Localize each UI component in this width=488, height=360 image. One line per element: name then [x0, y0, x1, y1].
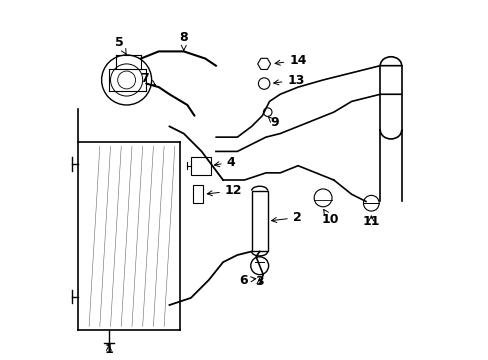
Bar	[251, 191, 267, 251]
Text: 13: 13	[273, 73, 304, 86]
Text: 11: 11	[362, 215, 379, 228]
Text: 6: 6	[239, 274, 255, 287]
Text: 4: 4	[214, 156, 235, 169]
Text: 9: 9	[267, 116, 279, 129]
Text: 10: 10	[321, 210, 338, 226]
Bar	[190, 157, 210, 175]
Text: 2: 2	[271, 211, 301, 224]
Text: 1: 1	[104, 343, 113, 356]
Text: 3: 3	[255, 275, 264, 288]
Text: 12: 12	[207, 184, 242, 197]
Text: 8: 8	[179, 31, 188, 50]
Text: 14: 14	[275, 54, 306, 67]
Text: 7: 7	[140, 72, 155, 85]
Text: 5: 5	[115, 36, 126, 54]
Bar	[192, 185, 203, 203]
